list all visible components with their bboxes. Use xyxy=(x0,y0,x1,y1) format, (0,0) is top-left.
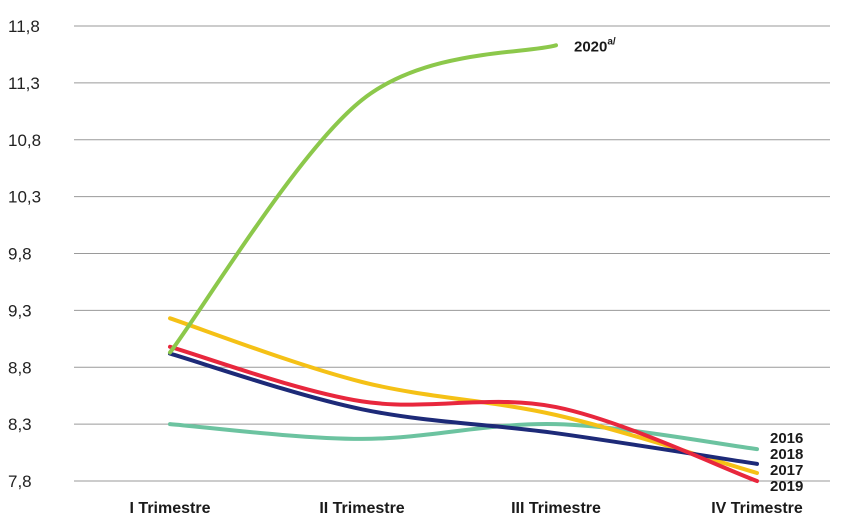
series-label-superscript: a/ xyxy=(607,36,616,47)
x-tick-label-iii-trimestre: III Trimestre xyxy=(511,500,601,517)
x-axis-tick-labels: I Trimestre II Trimestre III Trimestre IV T… xyxy=(130,500,803,517)
y-tick-label: 9,8 xyxy=(8,245,32,264)
y-tick-label: 10,3 xyxy=(8,188,41,207)
series-label-2019: 2019 xyxy=(770,478,803,495)
x-tick-label-iv-trimestre: IV Trimestre xyxy=(711,500,803,517)
x-tick-label-ii-trimestre: II Trimestre xyxy=(319,500,404,517)
series-line-2018 xyxy=(168,351,759,466)
y-tick-label: 11,8 xyxy=(8,17,40,36)
series-label-2020: 2020a/ xyxy=(574,36,616,55)
gridlines xyxy=(74,25,830,482)
y-tick-label: 8,3 xyxy=(8,415,32,434)
y-tick-label: 8,8 xyxy=(8,358,32,377)
series-line-2020 xyxy=(168,43,558,355)
y-tick-label: 11,3 xyxy=(8,74,40,93)
x-tick-label-i-trimestre: I Trimestre xyxy=(130,500,211,517)
series-line-2016 xyxy=(168,421,759,452)
series-line-2019 xyxy=(168,344,759,483)
series-label-2016: 2016 xyxy=(770,430,803,447)
y-tick-label: 9,3 xyxy=(8,301,32,320)
series-label-text: 2019 xyxy=(770,478,803,495)
series-label-2018: 2018 xyxy=(770,446,803,463)
series-label-text: 2020 xyxy=(574,38,607,55)
series-label-2017: 2017 xyxy=(770,462,803,479)
series-label-text: 2018 xyxy=(770,446,803,463)
series-label-text: 2017 xyxy=(770,462,803,479)
series-label-text: 2016 xyxy=(770,430,803,447)
y-tick-label: 7,8 xyxy=(8,472,32,491)
series-lines xyxy=(168,43,759,483)
y-tick-label: 10,8 xyxy=(8,131,41,150)
y-axis-tick-labels: 11,8 11,3 10,8 10,3 9,8 9,3 8,8 8,3 7,8 xyxy=(8,17,41,491)
